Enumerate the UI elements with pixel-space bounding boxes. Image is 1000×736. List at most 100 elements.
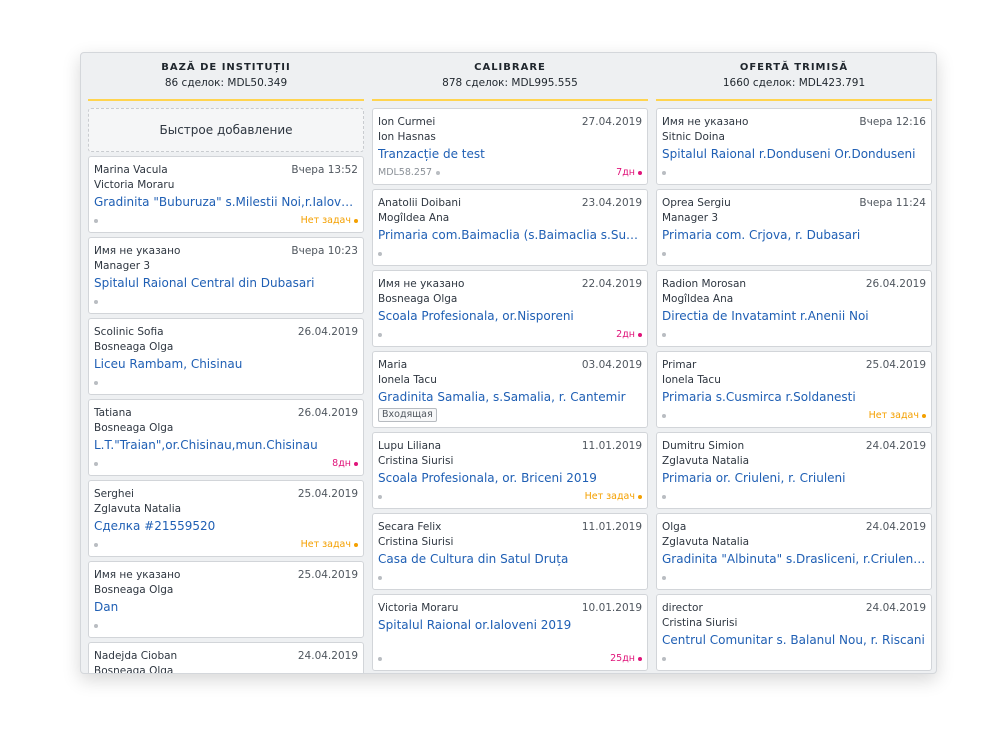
deal-card[interactable]: Anatolii Doibani 23.04.2019 Mogîldea Ana Pr… [372, 189, 648, 266]
card-footer: 25дн [378, 652, 642, 665]
deal-card[interactable]: Primar 25.04.2019 Ionela Tacu Primaria s.Cu… [656, 351, 932, 428]
deal-card[interactable]: Имя не указано Вчера 12:16 Sitnic Doina Spi… [656, 108, 932, 185]
deal-card[interactable]: Serghei 25.04.2019 Zglavuta Natalia Сделка … [88, 480, 364, 557]
tag-dot-icon [662, 332, 666, 337]
contact-name: Maria [378, 359, 408, 371]
card-footer: Нет задач [94, 214, 358, 227]
task-status[interactable]: 25дн [610, 651, 642, 666]
card-header-row: Имя не указано Вчера 10:23 [94, 244, 358, 259]
deal-name-link[interactable]: Scoala Profesionala, or. Briceni 2019 [378, 471, 597, 485]
responsible-manager: Mogîldea Ana [378, 212, 450, 224]
deal-name-link[interactable]: Primaria com.Baimaclia (s.Baimaclia s.Su… [378, 228, 642, 242]
card-date: 24.04.2019 [865, 521, 926, 533]
card-header-row: Oprea Sergiu Вчера 11:24 [662, 196, 926, 211]
card-date: Вчера 12:16 [859, 116, 926, 128]
deal-card[interactable]: Scolinic Sofia 26.04.2019 Bosneaga Olga Lic… [88, 318, 364, 395]
card-footer-left [94, 380, 98, 385]
deal-name-link[interactable]: Dan [94, 600, 119, 614]
deal-card[interactable]: Oprea Sergiu Вчера 11:24 Manager 3 Primaria… [656, 189, 932, 266]
deal-card[interactable]: Имя не указано 22.04.2019 Bosneaga Olga Sco… [372, 270, 648, 347]
deal-card[interactable]: Имя не указано Вчера 10:23 Manager 3 Spital… [88, 237, 364, 314]
deal-card[interactable]: Lupu Liliana 11.01.2019 Cristina Siurisi Sc… [372, 432, 648, 509]
deal-name-link[interactable]: Casa de Cultura din Satul Druța [378, 552, 569, 566]
tag-dot-icon [662, 170, 666, 175]
deal-card[interactable]: Nadejda Cioban 24.04.2019 Bosneaga Olga [88, 642, 364, 674]
deal-card[interactable]: Имя не указано 25.04.2019 Bosneaga Olga Dan [88, 561, 364, 638]
card-footer: Нет задач [662, 409, 926, 422]
deal-name-link[interactable]: Centrul Comunitar s. Balanul Nou, r. Ris… [662, 633, 925, 647]
contact-name: Имя не указано [94, 245, 181, 257]
contact-name: Scolinic Sofia [94, 326, 164, 338]
responsible-manager: Bosneaga Olga [94, 665, 174, 674]
card-header-row: Nadejda Cioban 24.04.2019 [94, 649, 358, 664]
deal-card[interactable]: Ion Curmei 27.04.2019 Ion Hasnas Tranzacție… [372, 108, 648, 185]
deal-name-link[interactable]: Сделка #21559520 [94, 519, 216, 533]
task-status-label: 7дн [616, 167, 635, 178]
deal-card[interactable]: Dumitru Simion 24.04.2019 Zglavuta Natalia… [656, 432, 932, 509]
card-footer-left [662, 413, 666, 418]
responsible-manager: Ion Hasnas [378, 131, 436, 143]
responsible-manager: Victoria Moraru [94, 179, 175, 191]
card-footer-left [378, 656, 382, 661]
task-status[interactable]: Нет задач [585, 489, 642, 504]
card-date: 25.04.2019 [865, 359, 926, 371]
deal-card[interactable]: Tatiana 26.04.2019 Bosneaga Olga L.T."Traia… [88, 399, 364, 476]
deal-name-link[interactable]: L.T."Traian",or.Chisinau,mun.Chisinau [94, 438, 318, 452]
task-status[interactable]: 7дн [616, 165, 642, 180]
responsible-manager: Ionela Tacu [378, 374, 437, 386]
card-list: Быстрое добавление Marina Vacula Вчера 13:… [88, 108, 364, 674]
deal-name-link[interactable]: Spitalul Raional r.Donduseni Or.Dondusen… [662, 147, 916, 161]
status-dot-icon [638, 656, 642, 661]
column-header: CALIBRARE 878 сделок: MDL995.555 [372, 53, 648, 101]
deal-name-link[interactable]: Primaria s.Cusmirca r.Soldanesti [662, 390, 856, 404]
task-status[interactable]: Нет задач [869, 408, 926, 423]
quick-add-button[interactable]: Быстрое добавление [88, 108, 364, 152]
deal-name-link[interactable]: Spitalul Raional Central din Dubasari [94, 276, 315, 290]
deal-name-link[interactable]: Spitalul Raional or.Ialoveni 2019 [378, 618, 572, 632]
card-footer: 8дн [94, 457, 358, 470]
tag-dot-icon [378, 656, 382, 661]
deal-name-link[interactable]: Gradinita "Buburuza" s.Milestii Noi,r.Ia… [94, 195, 358, 209]
task-status[interactable]: Нет задач [301, 213, 358, 228]
contact-name: Имя не указано [378, 278, 465, 290]
deal-name-link[interactable]: Scoala Profesionala, or.Nisporeni [378, 309, 574, 323]
deal-name-link[interactable]: Tranzacție de test [378, 147, 485, 161]
tag-dot-icon [94, 380, 98, 385]
card-date: Вчера 11:24 [859, 197, 926, 209]
contact-name: Nadejda Cioban [94, 650, 178, 662]
card-date: 03.04.2019 [581, 359, 642, 371]
deal-name-link[interactable]: Primaria com. Crjova, r. Dubasari [662, 228, 861, 242]
contact-name: Primar [662, 359, 697, 371]
deal-card[interactable]: Maria 03.04.2019 Ionela Tacu Gradinita Sama… [372, 351, 648, 428]
deal-card[interactable]: Secara Felix 11.01.2019 Cristina Siurisi Ca… [372, 513, 648, 590]
card-footer-left [662, 251, 666, 256]
tag-dot-icon [94, 542, 98, 547]
deal-card[interactable]: Radion Morosan 26.04.2019 Mogîldea Ana Dire… [656, 270, 932, 347]
column-header: BAZĂ DE INSTITUȚII 86 сделок: MDL50.349 [88, 53, 364, 101]
deal-name-link[interactable]: Directia de Invatamint r.Anenii Noi [662, 309, 869, 323]
contact-name: Dumitru Simion [662, 440, 745, 452]
task-status[interactable]: Нет задач [301, 537, 358, 552]
task-status[interactable]: 2дн [616, 327, 642, 342]
deal-card[interactable]: Olga 24.04.2019 Zglavuta Natalia Gradinita … [656, 513, 932, 590]
card-footer-left: MDL58.257 [378, 165, 441, 180]
deal-card[interactable]: Victoria Moraru 10.01.2019 Spitalul Raiona… [372, 594, 648, 671]
deal-name-link[interactable]: Gradinita Samalia, s.Samalia, r. Cantemi… [378, 390, 626, 404]
contact-name: Radion Morosan [662, 278, 747, 290]
card-header-row: Serghei 25.04.2019 [94, 487, 358, 502]
card-footer-left [662, 575, 666, 580]
responsible-manager: Bosneaga Olga [94, 584, 174, 596]
card-header-row: Primar 25.04.2019 [662, 358, 926, 373]
deal-card[interactable]: director 24.04.2019 Cristina Siurisi Centru… [656, 594, 932, 671]
responsible-manager: Bosneaga Olga [378, 293, 458, 305]
deal-name-link[interactable]: Primaria or. Criuleni, r. Criuleni [662, 471, 846, 485]
deal-name-link[interactable]: Liceu Rambam, Chisinau [94, 357, 243, 371]
deal-name-link[interactable]: Gradinita "Albinuta" s.Drasliceni, r.Cri… [662, 552, 926, 566]
status-dot-icon [922, 413, 926, 418]
deal-card[interactable]: Marina Vacula Вчера 13:52 Victoria Moraru G… [88, 156, 364, 233]
card-header-row: Secara Felix 11.01.2019 [378, 520, 642, 535]
task-status[interactable]: 8дн [332, 456, 358, 471]
tag-dot-icon [94, 461, 98, 466]
card-date: 26.04.2019 [297, 326, 358, 338]
tag-dot-icon [94, 218, 98, 223]
